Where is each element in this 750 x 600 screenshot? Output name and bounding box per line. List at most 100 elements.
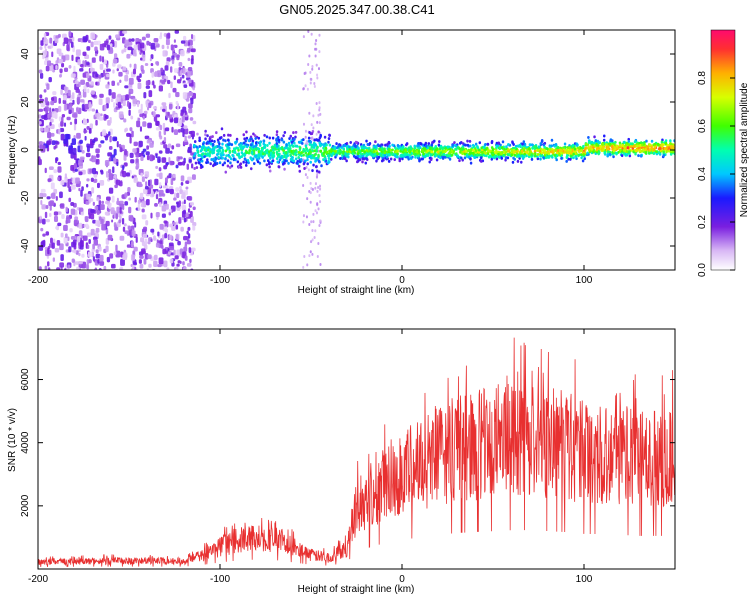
heatmap-cell — [55, 157, 58, 164]
heatmap-cell — [641, 143, 644, 147]
heatmap-cell — [423, 147, 427, 151]
heatmap-cell — [279, 156, 283, 160]
heatmap-cell — [142, 115, 145, 120]
heatmap-cell — [175, 187, 180, 192]
heatmap-cell — [124, 201, 129, 206]
colorbar: 0.00.20.40.60.8 Normalized spectral ampl… — [697, 29, 750, 277]
heatmap-cell — [223, 161, 226, 165]
heatmap-cell — [78, 171, 83, 176]
heatmap-cell — [308, 254, 311, 258]
heatmap-cell — [639, 154, 643, 158]
heatmap-cell — [79, 99, 85, 103]
heatmap-cell — [43, 38, 49, 45]
heatmap-cell — [222, 138, 225, 142]
heatmap-cell — [142, 233, 147, 239]
heatmap-cell — [577, 153, 581, 157]
heatmap-cell — [183, 199, 186, 205]
heatmap-cell — [77, 59, 81, 66]
heatmap-cell — [624, 143, 628, 147]
heatmap-cell — [353, 144, 357, 148]
heatmap-cell — [85, 72, 90, 79]
heatmap-cell — [504, 150, 508, 154]
heatmap-cell — [123, 154, 127, 161]
heatmap-cell — [242, 141, 246, 145]
heatmap-cell — [83, 85, 87, 93]
colorbar-tick-label: 0.4 — [697, 167, 708, 181]
heatmap-cell — [128, 38, 132, 43]
heatmap-cell — [254, 154, 258, 158]
heatmap-cell — [71, 241, 76, 248]
heatmap-cell — [50, 97, 55, 101]
heatmap-cell — [76, 236, 81, 243]
heatmap-cell — [67, 89, 71, 96]
heatmap-cell — [153, 38, 159, 43]
heatmap-cell — [650, 139, 654, 143]
heatmap-cell — [71, 92, 75, 100]
heatmap-cell — [49, 107, 52, 113]
heatmap-cell — [169, 118, 174, 122]
heatmap-cell — [406, 152, 409, 156]
heatmap-cell — [91, 139, 96, 144]
heatmap-cell — [117, 93, 122, 98]
heatmap-cell — [268, 169, 272, 173]
heatmap-cell — [118, 143, 122, 149]
heatmap-cell — [40, 40, 44, 46]
heatmap-cell — [45, 205, 49, 210]
heatmap-cell — [116, 68, 119, 72]
heatmap-cell — [106, 44, 110, 51]
heatmap-cell — [610, 144, 614, 148]
heatmap-cell — [305, 140, 308, 144]
heatmap-cell — [320, 164, 323, 168]
heatmap-cell — [43, 32, 47, 40]
heatmap-cell — [311, 149, 314, 153]
heatmap-cell — [468, 139, 472, 143]
heatmap-cell — [156, 173, 161, 177]
heatmap-cell — [250, 151, 254, 155]
heatmap-cell — [192, 86, 195, 91]
heatmap-cell — [87, 244, 90, 250]
heatmap-cell — [50, 237, 53, 244]
heatmap-cell — [458, 141, 462, 145]
heatmap-cell — [155, 127, 161, 131]
heatmap-cell — [106, 256, 111, 263]
heatmap-cell — [210, 139, 214, 143]
heatmap-cell — [118, 219, 122, 224]
heatmap-cell — [309, 81, 312, 85]
heatmap-cell — [81, 253, 85, 258]
heatmap-cell — [90, 90, 95, 95]
heatmap-cell — [563, 150, 567, 154]
heatmap-cell — [133, 246, 138, 252]
heatmap-cell — [311, 67, 314, 71]
heatmap-cell — [151, 193, 155, 197]
heatmap-cell — [417, 149, 421, 153]
heatmap-cell — [184, 244, 188, 251]
heatmap-cell — [180, 112, 184, 117]
heatmap-cell — [96, 210, 100, 216]
heatmap-cell — [345, 159, 348, 163]
heatmap-cell — [197, 154, 201, 158]
heatmap-cell — [167, 143, 172, 148]
heatmap-cell — [306, 162, 309, 166]
heatmap-cell — [222, 133, 226, 137]
heatmap-cell — [95, 81, 98, 86]
heatmap-cell — [163, 260, 168, 268]
heatmap-cell — [47, 131, 52, 139]
heatmap-cell — [136, 120, 141, 128]
heatmap-cell — [108, 168, 112, 174]
heatmap-cell — [603, 134, 606, 138]
heatmap-cell — [113, 137, 118, 141]
heatmap-cell — [341, 151, 344, 155]
heatmap-cell — [98, 98, 103, 106]
heatmap-cell — [546, 147, 549, 151]
heatmap-cell — [372, 150, 376, 154]
heatmap-cell — [269, 156, 272, 160]
heatmap-cell — [73, 163, 77, 169]
heatmap-cell — [604, 143, 608, 147]
heatmap-cell — [51, 242, 55, 249]
heatmap-cell — [221, 148, 225, 152]
heatmap-cell — [81, 186, 84, 192]
heatmap-cell — [426, 149, 430, 153]
heatmap-cell — [116, 141, 119, 148]
heatmap-cell — [584, 142, 588, 146]
